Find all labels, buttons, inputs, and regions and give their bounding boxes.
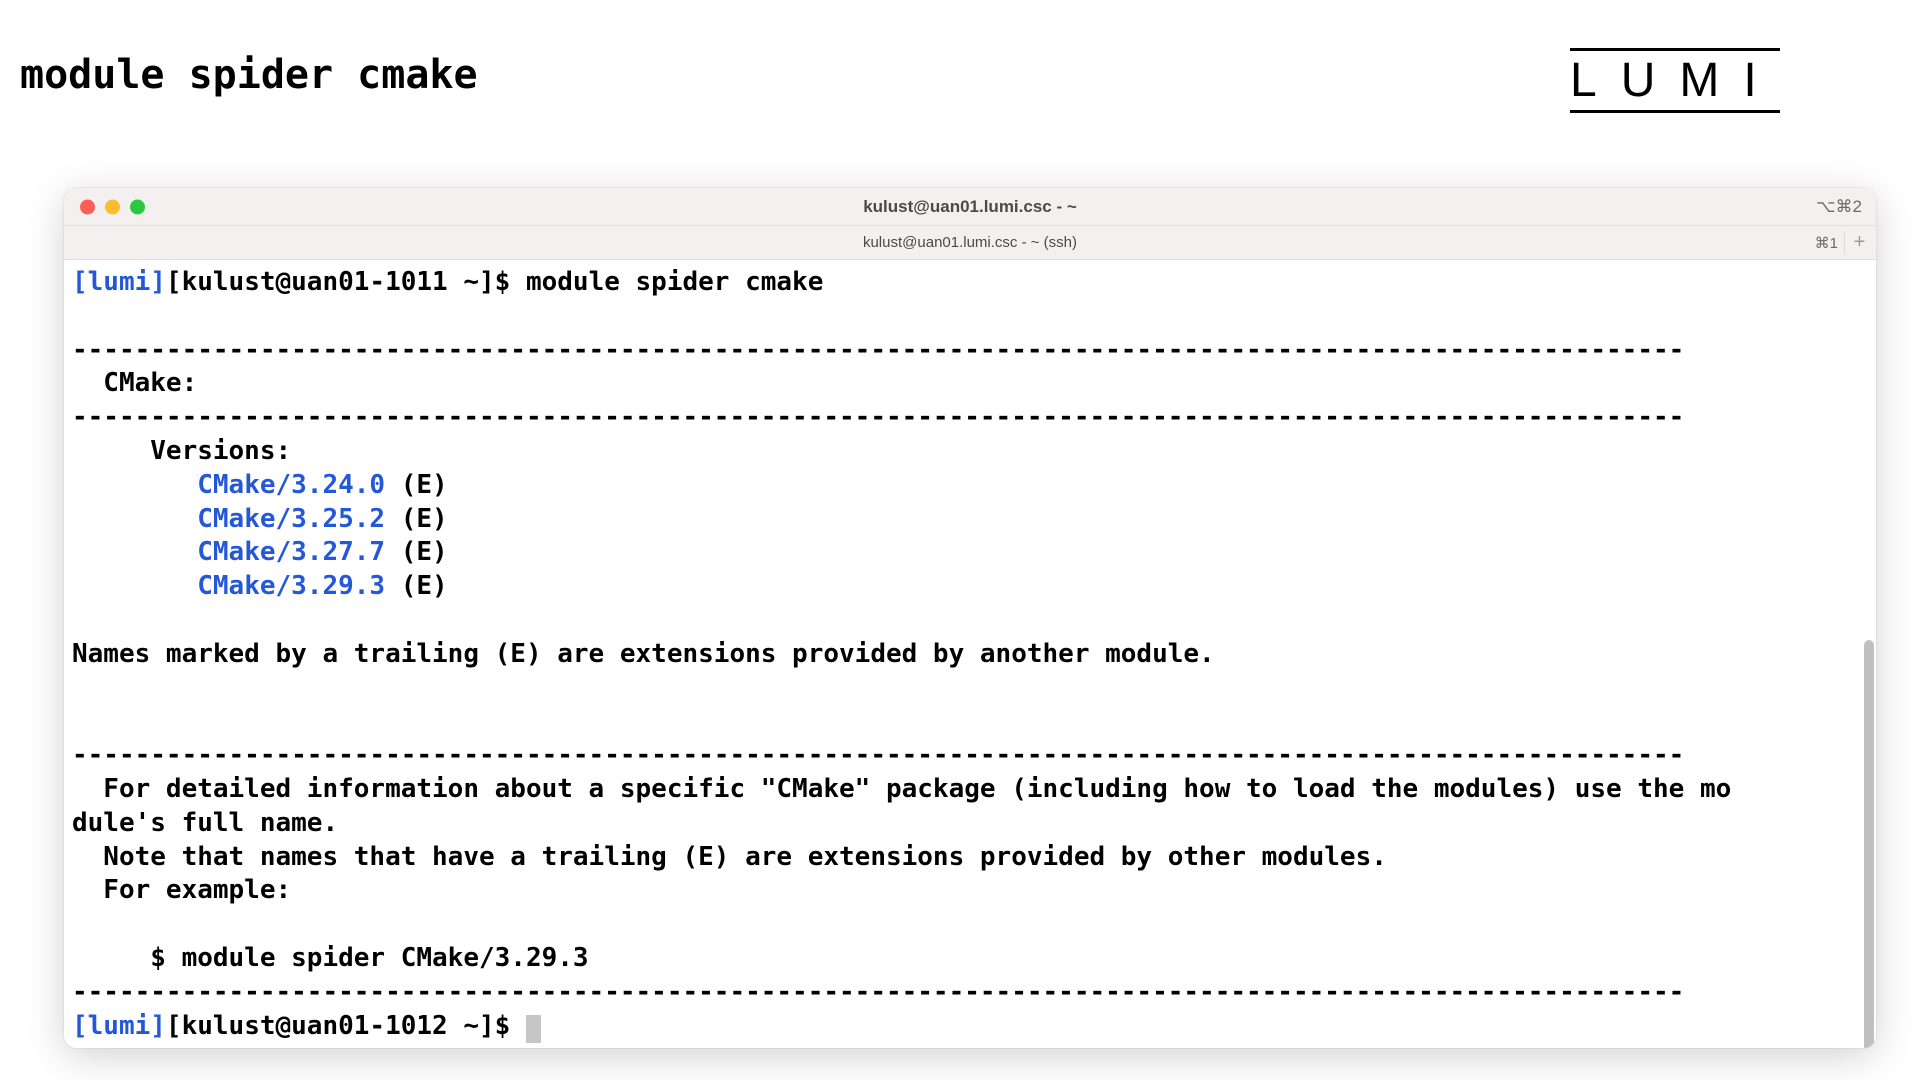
- version-suffix: (E): [385, 571, 448, 601]
- titlebar-shortcut: ⌥⌘2: [1816, 197, 1862, 217]
- slide-title: module spider cmake: [20, 52, 478, 98]
- module-heading: CMake:: [72, 368, 197, 398]
- detail-text: dule's full name.: [72, 808, 338, 838]
- detail-text: For detailed information about a specifi…: [72, 774, 1731, 804]
- versions-label: Versions:: [72, 436, 291, 466]
- prompt-host: [lumi]: [72, 1011, 166, 1041]
- separator: ----------------------------------------…: [72, 335, 1684, 365]
- lumi-logo: LUMI: [1570, 48, 1780, 113]
- maximize-icon[interactable]: [130, 199, 145, 214]
- minimize-icon[interactable]: [105, 199, 120, 214]
- module-version: CMake/3.24.0: [197, 470, 385, 500]
- window-title: kulust@uan01.lumi.csc - ~: [863, 197, 1077, 217]
- lumi-logo-text: LUMI: [1570, 48, 1780, 113]
- extension-note: Names marked by a trailing (E) are exten…: [72, 639, 1215, 669]
- prompt-path: [kulust@uan01-1012 ~]$: [166, 1011, 526, 1041]
- version-suffix: (E): [385, 537, 448, 567]
- scrollbar-thumb[interactable]: [1864, 640, 1874, 1048]
- separator: ----------------------------------------…: [72, 977, 1684, 1007]
- module-version: CMake/3.25.2: [197, 504, 385, 534]
- prompt-host: [lumi]: [72, 267, 166, 297]
- version-suffix: (E): [385, 504, 448, 534]
- new-tab-button[interactable]: +: [1844, 231, 1868, 255]
- cursor-icon: [526, 1015, 541, 1043]
- tabbar: kulust@uan01.lumi.csc - ~ (ssh) ⌘1 +: [64, 226, 1876, 260]
- prompt-path: [kulust@uan01-1011 ~]$: [166, 267, 526, 297]
- example-command: $ module spider CMake/3.29.3: [72, 943, 589, 973]
- module-version: CMake/3.29.3: [197, 571, 385, 601]
- traffic-lights: [80, 199, 145, 214]
- close-icon[interactable]: [80, 199, 95, 214]
- module-version: CMake/3.27.7: [197, 537, 385, 567]
- tab-shortcut: ⌘1: [1815, 234, 1838, 252]
- separator: ----------------------------------------…: [72, 402, 1684, 432]
- detail-text: For example:: [72, 875, 291, 905]
- terminal-window: kulust@uan01.lumi.csc - ~ ⌥⌘2 kulust@uan…: [64, 188, 1876, 1048]
- separator: ----------------------------------------…: [72, 740, 1684, 770]
- version-suffix: (E): [385, 470, 448, 500]
- tab-title[interactable]: kulust@uan01.lumi.csc - ~ (ssh): [863, 234, 1077, 251]
- detail-text: Note that names that have a trailing (E)…: [72, 842, 1387, 872]
- terminal-body[interactable]: [lumi][kulust@uan01-1011 ~]$ module spid…: [64, 260, 1876, 1048]
- command-text: module spider cmake: [526, 267, 823, 297]
- titlebar: kulust@uan01.lumi.csc - ~ ⌥⌘2: [64, 188, 1876, 226]
